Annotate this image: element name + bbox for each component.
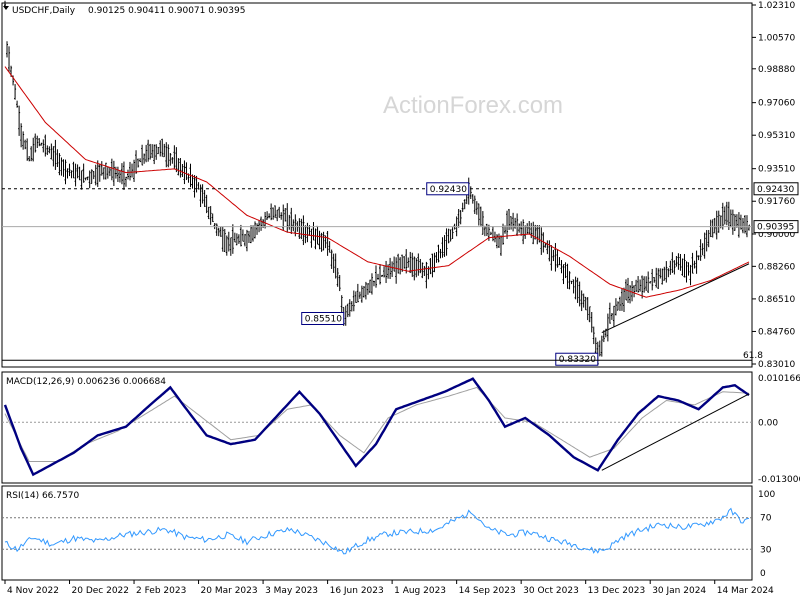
- macd-y-tick-label: 0.010166: [758, 374, 800, 384]
- sma-line: [4, 66, 750, 298]
- x-tick-label: 14 Sep 2023: [459, 586, 516, 596]
- macd-panel-frame: [1, 371, 753, 484]
- fib-label: 61.8: [743, 351, 763, 361]
- price-annotation-label: 0.85510: [305, 314, 342, 324]
- rsi-y-tick-label: 0: [760, 569, 766, 579]
- price-y-tick-label: 0.97060: [758, 99, 795, 109]
- rsi-y-tick-label: 70: [760, 514, 772, 524]
- price-annotation-box: [555, 352, 599, 366]
- dropdown-triangle-icon[interactable]: [3, 6, 9, 10]
- price-trendline: [601, 263, 750, 334]
- header-symbol: USDCHF,Daily: [12, 6, 76, 16]
- macd-y-tick-label: -0.013006: [758, 475, 800, 485]
- level-label: 0.92430: [757, 185, 794, 195]
- macd-title: MACD(12,26,9) 0.006236 0.006684: [6, 377, 166, 387]
- level-label: 0.90395: [757, 223, 794, 233]
- x-tick-label: 20 Mar 2023: [201, 586, 258, 596]
- price-y-tick-label: 1.02310: [758, 1, 795, 11]
- level-label-box: [753, 182, 799, 196]
- price-annotation-label: 0.92430: [430, 185, 467, 195]
- rsi-title: RSI(14) 66.7570: [6, 491, 79, 501]
- x-tick-label: 30 Jan 2024: [652, 586, 706, 596]
- watermark: ActionForex.com: [383, 92, 563, 119]
- price-panel-frame: [1, 2, 753, 368]
- x-tick-label: 14 Mar 2024: [717, 586, 774, 596]
- price-y-tick-label: 0.84760: [758, 327, 795, 337]
- price-y-tick-label: 0.83010: [758, 360, 795, 370]
- price-annotation-box: [426, 182, 470, 196]
- price-y-tick-label: 0.88260: [758, 262, 795, 272]
- macd-signal-line: [4, 386, 750, 462]
- macd-line: [3, 377, 750, 477]
- macd-y-tick-label: 0.00: [758, 418, 778, 428]
- price-y-tick-label: 0.91760: [758, 197, 795, 207]
- price-y-tick-label: 0.86510: [758, 295, 795, 305]
- x-tick-label: 13 Dec 2023: [588, 586, 646, 596]
- price-y-tick-label: 0.90000: [758, 230, 795, 240]
- rsi-y-tick-label: 100: [758, 490, 775, 500]
- x-tick-label: 2 Feb 2023: [136, 586, 186, 596]
- price-annotation-box: [301, 311, 345, 325]
- rsi-line: [4, 507, 750, 555]
- rsi-panel-frame: [1, 485, 753, 581]
- x-tick-label: 3 May 2023: [265, 586, 318, 596]
- x-tick-label: 1 Aug 2023: [394, 586, 446, 596]
- macd-trendline: [601, 393, 750, 471]
- x-tick-label: 20 Dec 2022: [72, 586, 130, 596]
- price-y-tick-label: 0.95310: [758, 131, 795, 141]
- price-y-tick-label: 0.98880: [758, 65, 795, 75]
- rsi-y-tick-label: 30: [760, 545, 772, 555]
- price-y-tick-label: 1.00570: [758, 33, 795, 43]
- level-label-box: [753, 220, 799, 234]
- x-tick-label: 30 Oct 2023: [523, 586, 579, 596]
- x-tick-label: 4 Nov 2022: [7, 586, 59, 596]
- header-ohlc: 0.90125 0.90411 0.90071 0.90395: [88, 6, 245, 16]
- price-y-tick-label: 0.93510: [758, 165, 795, 175]
- x-tick-label: 16 Jun 2023: [330, 586, 384, 596]
